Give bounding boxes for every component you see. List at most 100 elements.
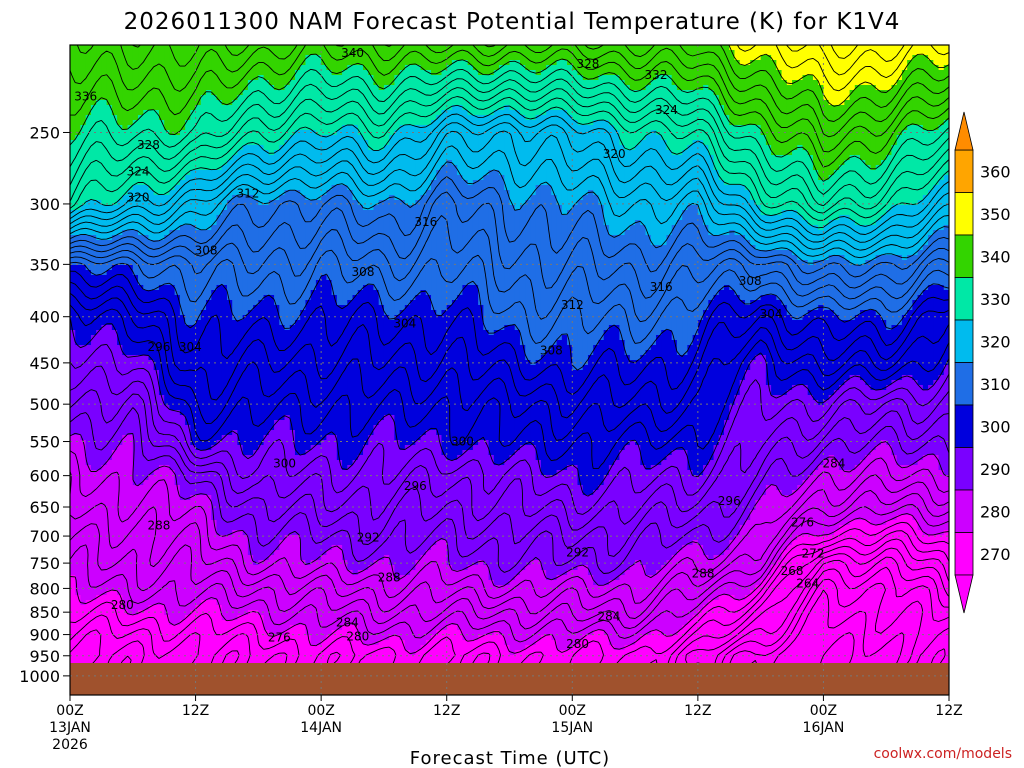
theta-cell — [509, 85, 516, 91]
theta-cell — [572, 45, 579, 51]
theta-cell — [619, 155, 626, 161]
theta-cell — [132, 135, 139, 141]
theta-cell — [75, 145, 82, 151]
theta-cell — [608, 105, 615, 111]
theta-cell — [608, 175, 615, 181]
theta-cell — [786, 125, 793, 131]
theta-cell — [525, 65, 532, 71]
theta-cell — [174, 175, 181, 181]
theta-cell — [729, 45, 736, 51]
theta-cell — [687, 125, 694, 131]
theta-cell — [619, 80, 626, 86]
theta-cell — [368, 150, 375, 156]
theta-cell — [263, 130, 270, 136]
theta-cell — [368, 135, 375, 141]
theta-cell — [268, 50, 275, 56]
theta-cell — [300, 175, 307, 181]
theta-cell — [692, 55, 699, 61]
theta-cell — [132, 105, 139, 111]
theta-cell — [368, 60, 375, 66]
theta-cell — [535, 55, 542, 61]
theta-cell — [907, 165, 913, 171]
theta-cell — [195, 70, 202, 76]
theta-cell — [352, 90, 359, 96]
theta-cell — [211, 175, 218, 181]
theta-cell — [587, 105, 594, 111]
theta-cell — [771, 120, 777, 126]
theta-cell — [561, 135, 568, 141]
theta-cell — [608, 120, 615, 126]
theta-cell — [750, 75, 757, 81]
theta-cell — [614, 165, 620, 171]
theta-cell — [300, 165, 307, 171]
theta-cell — [661, 90, 668, 96]
theta-cell — [860, 140, 866, 146]
theta-cell — [828, 145, 835, 151]
theta-cell — [410, 55, 416, 61]
theta-cell — [300, 115, 307, 121]
theta-cell — [802, 130, 809, 136]
theta-cell — [729, 125, 736, 131]
theta-cell — [551, 85, 558, 91]
theta-cell — [603, 160, 610, 166]
theta-cell — [535, 135, 542, 141]
theta-cell — [514, 115, 521, 121]
theta-cell — [546, 165, 552, 171]
theta-cell — [478, 85, 484, 91]
theta-cell — [792, 105, 798, 111]
theta-cell — [420, 130, 427, 136]
theta-cell — [708, 105, 715, 111]
theta-cell — [933, 65, 940, 71]
theta-cell — [305, 145, 312, 151]
theta-cell — [232, 180, 239, 186]
theta-cell — [90, 70, 97, 76]
theta-cell — [342, 50, 348, 56]
theta-cell — [274, 160, 280, 166]
theta-cell — [446, 55, 453, 61]
theta-cell — [943, 145, 949, 151]
theta-cell — [708, 110, 715, 116]
theta-cell — [922, 105, 929, 111]
theta-cell — [676, 55, 683, 61]
theta-cell — [80, 150, 87, 156]
theta-cell — [907, 80, 913, 86]
theta-cell — [839, 85, 845, 91]
theta-cell — [765, 45, 772, 51]
theta-cell — [158, 65, 165, 71]
theta-cell — [724, 50, 730, 56]
theta-cell — [357, 55, 364, 61]
theta-cell — [274, 140, 280, 146]
theta-cell — [587, 185, 594, 191]
theta-cell — [331, 50, 338, 56]
theta-cell — [519, 75, 526, 81]
theta-cell — [509, 45, 516, 51]
theta-cell — [96, 90, 102, 96]
theta-cell — [561, 100, 568, 106]
theta-cell — [467, 85, 474, 91]
theta-cell — [394, 120, 401, 126]
theta-cell — [608, 155, 615, 161]
theta-cell — [530, 60, 537, 66]
theta-cell — [451, 105, 458, 111]
theta-cell — [263, 80, 270, 86]
theta-cell — [368, 120, 375, 126]
theta-cell — [661, 95, 668, 101]
theta-cell — [671, 105, 678, 111]
theta-cell — [457, 115, 464, 121]
theta-cell — [933, 120, 940, 126]
theta-cell — [211, 100, 218, 106]
theta-cell — [352, 160, 359, 166]
theta-cell — [90, 140, 97, 146]
theta-cell — [567, 50, 573, 56]
theta-cell — [294, 170, 301, 176]
theta-cell — [279, 115, 286, 121]
theta-cell — [514, 140, 521, 146]
theta-cell — [938, 75, 945, 81]
theta-cell — [493, 85, 500, 91]
theta-cell — [603, 180, 610, 186]
theta-cell — [153, 60, 160, 66]
theta-cell — [101, 45, 108, 51]
theta-cell — [378, 155, 385, 161]
theta-cell — [373, 120, 380, 126]
theta-cell — [190, 100, 197, 106]
